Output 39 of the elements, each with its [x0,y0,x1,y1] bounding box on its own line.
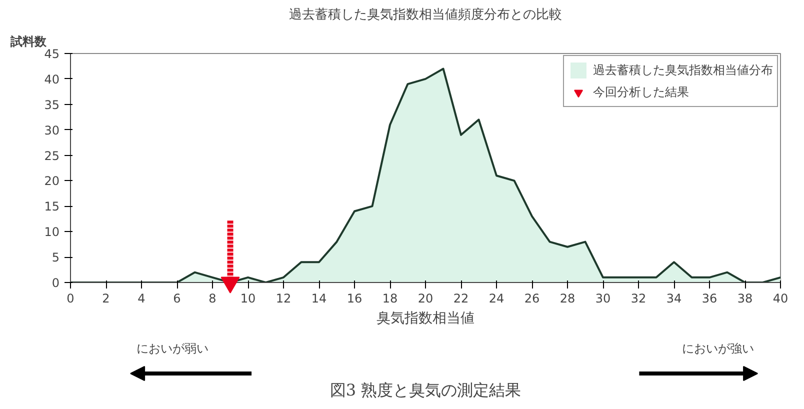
y-tick-label: 25 [44,148,60,163]
x-tick-label: 22 [453,292,469,306]
x-tick-label: 36 [702,292,718,306]
x-tick-label: 32 [630,292,646,306]
y-tick-label: 15 [44,200,60,214]
y-tick-label: 35 [44,98,60,112]
x-tick-label: 34 [666,292,682,306]
x-tick-label: 6 [173,292,181,306]
y-tick-label: 20 [44,174,60,188]
x-tick-label: 18 [382,292,398,306]
y-tick-label: 5 [52,250,60,265]
chart-title: 過去蓄積した臭気指数相当値頻度分布との比較 [289,6,562,22]
text: においが強い [682,342,754,356]
x-tick-label: 4 [138,292,146,306]
x-tick-label: 2 [102,292,110,306]
text: においが弱い [136,342,209,356]
y-axis-title: 試料数 [10,34,48,48]
x-tick-label: 38 [737,292,753,306]
x-tick-label: 24 [488,292,504,306]
x-tick-label: 26 [524,292,540,306]
x-tick-label: 20 [418,292,434,306]
y-tick-label: 10 [44,225,60,240]
x-tick-label: 28 [560,292,576,306]
x-tick-label: 30 [595,292,611,306]
x-tick-label: 40 [772,292,788,306]
caption: 図3 熟度と臭気の測定結果 [330,380,522,400]
legend-label: 今回分析した結果 [593,84,689,100]
x-axis-title: 臭気指数相当値 [376,310,474,326]
y-tick-label: 30 [44,123,60,138]
x-tick-label: 14 [311,292,327,306]
x-tick-label: 12 [276,292,292,306]
x-tick-label: 16 [346,292,362,306]
y-tick-label: 45 [44,47,60,61]
x-tick-label: 8 [208,292,216,306]
legend-label: 過去蓄積した臭気指数相当値分布 [593,62,773,78]
y-tick-label: 40 [44,72,60,86]
y-tick-label: 0 [52,276,60,290]
x-tick-label: 10 [240,292,256,306]
x-tick-label: 0 [66,292,74,306]
